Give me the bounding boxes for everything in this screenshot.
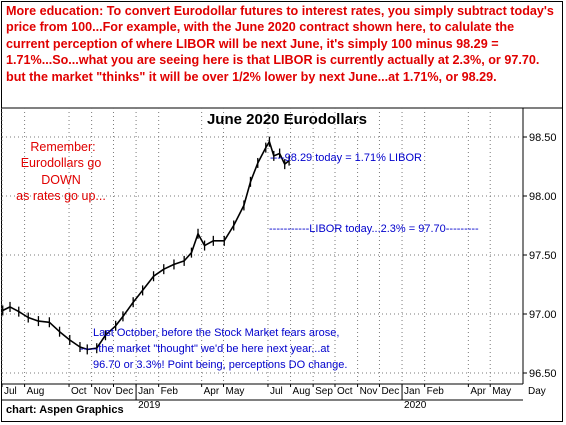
x-month-label: Nov [360, 386, 378, 397]
x-month-label: Jan [404, 386, 420, 397]
x-axis-labels: Jul Aug Oct Nov Dec Jan Feb Apr May Jul Aug Sep Oct N… [1, 384, 511, 411]
x-month-label: Feb [161, 386, 179, 397]
y-axis-ticks: 96.50 97.00 97.50 98.00 98.50 [523, 132, 557, 380]
y-tick-label: 98.50 [529, 132, 557, 144]
x-month-label: Jan [138, 386, 154, 397]
today-libor-annotation: ----98.29 today = 1.71% LIBOR [270, 152, 422, 164]
y-tick-label: 96.50 [529, 368, 557, 380]
october-note-line-1: Last October, before the Stock Market fe… [93, 327, 339, 339]
libor-current-annotation: -----------LIBOR today...2.3% = 97.70---… [269, 223, 479, 235]
chart-credit: chart: Aspen Graphics [6, 404, 124, 416]
x-month-label: Nov [94, 386, 112, 397]
x-year-label: 2020 [404, 400, 427, 411]
x-month-label: Aug [27, 386, 45, 397]
october-note-line-3: 96.70 or 3.3%! Point being, perceptions … [93, 359, 347, 371]
remember-line-2: Eurodollars go [21, 156, 102, 170]
x-month-label: Oct [337, 386, 353, 397]
y-tick-label: 97.50 [529, 250, 557, 262]
x-month-label: Aug [293, 386, 311, 397]
grid [1, 108, 523, 384]
x-month-label: Dec [381, 386, 399, 397]
intro-text: More education: To convert Eurodollar fu… [6, 4, 554, 84]
x-year-label: 2019 [138, 400, 161, 411]
x-axis-day-label: Day [528, 386, 546, 397]
x-month-label: Oct [71, 386, 87, 397]
y-tick-label: 98.00 [529, 191, 557, 203]
x-month-label: Dec [115, 386, 133, 397]
x-month-label: Jul [270, 386, 283, 397]
price-series [2, 136, 290, 355]
chart-title: June 2020 Eurodollars [207, 111, 367, 128]
x-month-label: Sep [315, 386, 333, 397]
october-note-line-2: -----the market "thought" we'd be here n… [80, 343, 330, 355]
remember-line-1: Remember: [30, 140, 95, 154]
x-month-label: Apr [470, 386, 486, 397]
x-month-label: Jul [4, 386, 17, 397]
remember-line-4: as rates go up... [16, 189, 106, 203]
x-month-label: May [492, 386, 511, 397]
x-month-label: Feb [427, 386, 445, 397]
remember-line-3: DOWN [41, 173, 81, 187]
y-tick-label: 97.00 [529, 309, 557, 321]
x-month-label: Apr [204, 386, 220, 397]
x-month-label: May [226, 386, 245, 397]
